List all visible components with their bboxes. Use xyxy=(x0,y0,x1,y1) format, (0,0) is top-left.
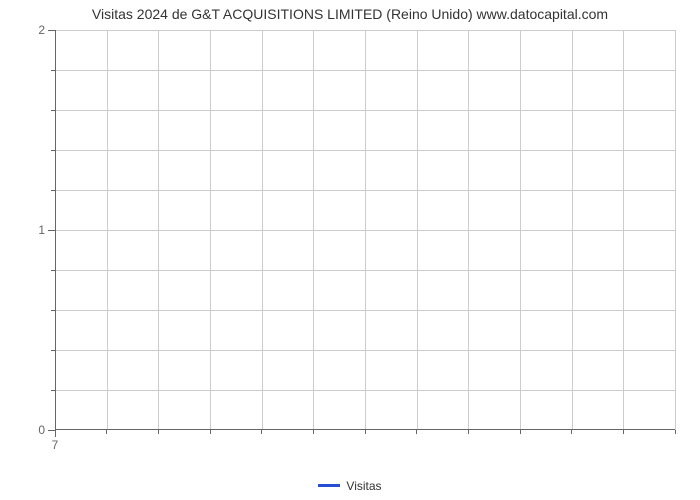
y-tick-minor xyxy=(51,110,55,111)
x-tick-label: 7 xyxy=(52,438,59,452)
x-tick-minor xyxy=(623,430,624,434)
gridline-horizontal xyxy=(55,150,675,151)
gridline-horizontal xyxy=(55,390,675,391)
gridline-horizontal xyxy=(55,350,675,351)
gridline-horizontal xyxy=(55,190,675,191)
y-tick-label: 1 xyxy=(38,223,45,237)
y-tick-minor xyxy=(51,270,55,271)
gridline-horizontal xyxy=(55,230,675,231)
y-axis-line xyxy=(55,30,56,430)
gridline-horizontal xyxy=(55,70,675,71)
x-tick-major xyxy=(55,430,56,437)
x-tick-minor xyxy=(210,430,211,434)
y-tick-minor xyxy=(51,190,55,191)
x-tick-minor xyxy=(416,430,417,434)
y-tick-label: 0 xyxy=(38,423,45,437)
y-tick-minor xyxy=(51,150,55,151)
gridline-horizontal xyxy=(55,310,675,311)
y-tick-minor xyxy=(51,310,55,311)
x-tick-minor xyxy=(520,430,521,434)
x-tick-minor xyxy=(571,430,572,434)
y-tick-major xyxy=(48,30,55,31)
chart-plot-area: 0127 xyxy=(55,30,675,430)
x-tick-minor xyxy=(468,430,469,434)
x-tick-minor xyxy=(261,430,262,434)
y-tick-minor xyxy=(51,390,55,391)
y-tick-major xyxy=(48,230,55,231)
x-tick-minor xyxy=(106,430,107,434)
gridline-horizontal xyxy=(55,110,675,111)
chart-legend: Visitas xyxy=(0,478,700,493)
gridline-horizontal xyxy=(55,270,675,271)
y-tick-minor xyxy=(51,70,55,71)
y-tick-minor xyxy=(51,350,55,351)
legend-swatch-visitas xyxy=(318,484,340,487)
x-tick-minor xyxy=(158,430,159,434)
x-tick-minor xyxy=(365,430,366,434)
y-tick-label: 2 xyxy=(38,23,45,37)
legend-label-visitas: Visitas xyxy=(346,479,381,493)
gridline-horizontal xyxy=(55,30,675,31)
x-tick-minor xyxy=(313,430,314,434)
gridline-vertical xyxy=(675,30,676,430)
x-tick-minor xyxy=(675,430,676,434)
chart-title: Visitas 2024 de G&T ACQUISITIONS LIMITED… xyxy=(0,6,700,22)
